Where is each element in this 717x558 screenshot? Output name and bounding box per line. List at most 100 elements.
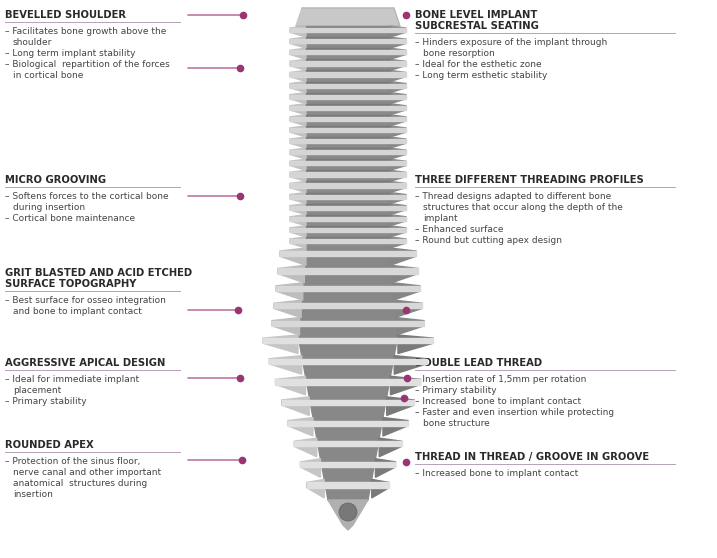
Polygon shape — [328, 500, 368, 530]
Polygon shape — [306, 26, 390, 248]
Polygon shape — [300, 459, 320, 477]
Polygon shape — [393, 283, 420, 300]
Polygon shape — [306, 237, 390, 239]
Polygon shape — [306, 48, 390, 50]
Text: – Primary stability: – Primary stability — [5, 397, 87, 406]
Polygon shape — [269, 359, 427, 364]
Polygon shape — [290, 81, 306, 93]
Text: implant: implant — [423, 214, 457, 223]
Polygon shape — [306, 26, 390, 28]
Polygon shape — [290, 237, 306, 248]
Text: – Ideal for the esthetic zone: – Ideal for the esthetic zone — [415, 60, 541, 69]
Polygon shape — [290, 37, 306, 48]
Text: THREAD IN THREAD / GROOVE IN GROOVE: THREAD IN THREAD / GROOVE IN GROOVE — [415, 452, 649, 462]
Polygon shape — [290, 159, 306, 170]
Polygon shape — [306, 93, 390, 95]
Polygon shape — [306, 215, 390, 217]
Polygon shape — [386, 397, 414, 416]
Text: structures that occur along the depth of the: structures that occur along the depth of… — [423, 203, 623, 212]
Text: nerve canal and other important: nerve canal and other important — [13, 468, 161, 477]
Polygon shape — [290, 39, 406, 44]
Polygon shape — [306, 204, 390, 206]
Polygon shape — [276, 286, 420, 291]
Polygon shape — [290, 228, 406, 232]
Polygon shape — [390, 115, 406, 126]
Text: placement: placement — [13, 386, 61, 395]
Polygon shape — [298, 248, 398, 335]
Polygon shape — [290, 117, 406, 121]
Polygon shape — [390, 70, 406, 81]
Text: DOUBLE LEAD THREAD: DOUBLE LEAD THREAD — [415, 358, 542, 368]
Text: and bone to implant contact: and bone to implant contact — [13, 307, 142, 316]
Polygon shape — [274, 300, 301, 318]
Polygon shape — [282, 400, 414, 405]
Polygon shape — [290, 84, 406, 88]
Polygon shape — [306, 137, 390, 139]
Text: – Faster and even insertion while protecting: – Faster and even insertion while protec… — [415, 408, 614, 417]
Polygon shape — [290, 148, 306, 159]
Text: SUBCRESTAL SEATING: SUBCRESTAL SEATING — [415, 21, 539, 31]
Text: – Insertion rate of 1,5mm per rotation: – Insertion rate of 1,5mm per rotation — [415, 375, 587, 384]
Polygon shape — [288, 421, 408, 426]
Polygon shape — [263, 335, 298, 354]
Polygon shape — [272, 318, 300, 335]
Polygon shape — [274, 303, 422, 309]
Polygon shape — [272, 321, 424, 326]
Polygon shape — [394, 355, 427, 374]
Text: in cortical bone: in cortical bone — [13, 71, 83, 80]
Polygon shape — [290, 195, 406, 199]
Polygon shape — [390, 226, 406, 237]
Polygon shape — [290, 217, 406, 221]
Text: – Long term implant stability: – Long term implant stability — [5, 49, 136, 58]
Polygon shape — [300, 462, 396, 467]
Polygon shape — [390, 59, 406, 70]
Text: bone structure: bone structure — [423, 419, 490, 428]
Polygon shape — [290, 48, 306, 59]
Polygon shape — [306, 70, 390, 73]
Polygon shape — [290, 73, 406, 76]
Polygon shape — [390, 148, 406, 159]
Polygon shape — [290, 206, 406, 210]
Polygon shape — [290, 181, 306, 193]
Text: – Hinders exposure of the implant through: – Hinders exposure of the implant throug… — [415, 38, 607, 47]
Polygon shape — [390, 37, 406, 48]
Text: – Facilitates bone growth above the: – Facilitates bone growth above the — [5, 27, 166, 36]
Polygon shape — [390, 181, 406, 193]
Polygon shape — [371, 479, 389, 498]
Polygon shape — [390, 81, 406, 93]
Polygon shape — [275, 379, 420, 384]
Polygon shape — [290, 172, 406, 176]
Polygon shape — [306, 115, 390, 117]
Polygon shape — [290, 139, 406, 143]
Polygon shape — [290, 61, 406, 66]
Polygon shape — [280, 248, 306, 266]
Text: – Protection of the sinus floor,: – Protection of the sinus floor, — [5, 457, 141, 466]
Text: – Enhanced surface: – Enhanced surface — [415, 225, 503, 234]
Text: shoulder: shoulder — [13, 38, 52, 47]
Text: ROUNDED APEX: ROUNDED APEX — [5, 440, 94, 450]
Polygon shape — [290, 226, 306, 237]
Polygon shape — [390, 170, 406, 181]
Text: – Cortical bone maintenance: – Cortical bone maintenance — [5, 214, 135, 223]
Polygon shape — [306, 193, 390, 195]
Polygon shape — [379, 438, 402, 456]
Text: – Thread designs adapted to different bone: – Thread designs adapted to different bo… — [415, 192, 611, 201]
Polygon shape — [290, 137, 306, 148]
Text: – Softens forces to the cortical bone: – Softens forces to the cortical bone — [5, 192, 168, 201]
Polygon shape — [390, 93, 406, 104]
Polygon shape — [280, 251, 416, 256]
Polygon shape — [306, 81, 390, 84]
Text: – Increased bone to implant contact: – Increased bone to implant contact — [415, 469, 578, 478]
Polygon shape — [383, 417, 408, 436]
Polygon shape — [306, 226, 390, 228]
Text: – Biological  repartition of the forces: – Biological repartition of the forces — [5, 60, 170, 69]
Text: AGGRESSIVE APICAL DESIGN: AGGRESSIVE APICAL DESIGN — [5, 358, 166, 368]
Polygon shape — [290, 239, 406, 243]
Polygon shape — [294, 438, 317, 456]
Polygon shape — [290, 28, 406, 32]
Polygon shape — [290, 128, 406, 132]
Polygon shape — [306, 104, 390, 106]
Polygon shape — [306, 181, 390, 184]
Text: BEVELLED SHOULDER: BEVELLED SHOULDER — [5, 10, 126, 20]
Polygon shape — [290, 26, 306, 37]
